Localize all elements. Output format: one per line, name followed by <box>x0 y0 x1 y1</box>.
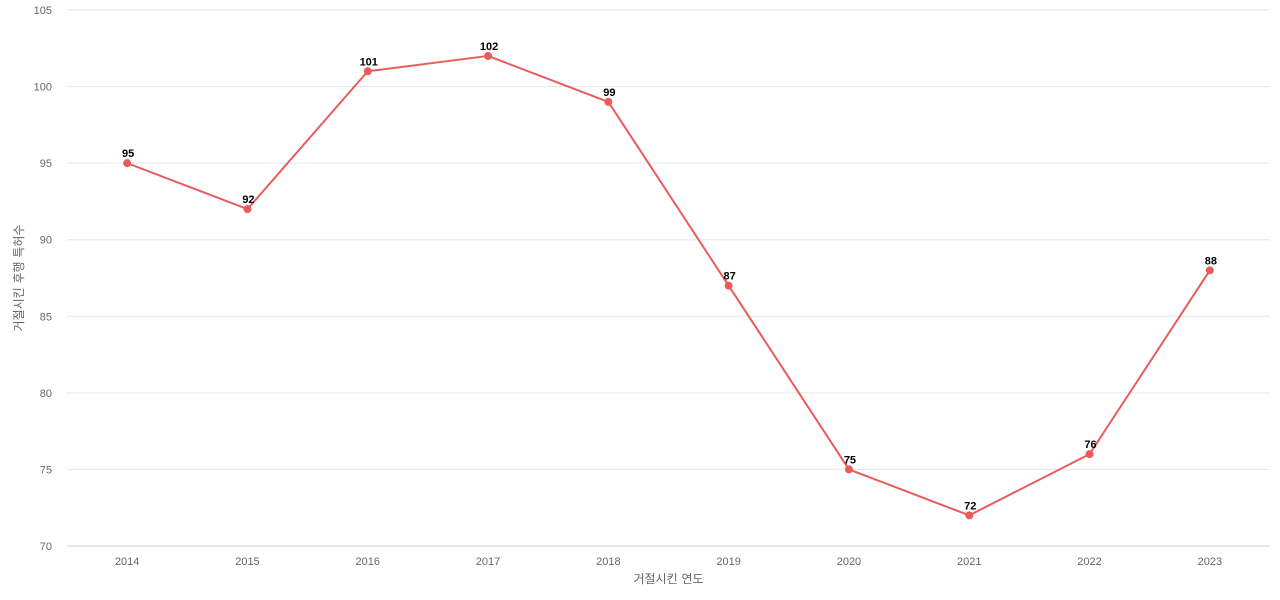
data-label: 72 <box>964 500 976 512</box>
y-tick-label: 80 <box>40 388 52 400</box>
data-point <box>1205 266 1214 275</box>
data-label: 75 <box>844 454 856 466</box>
data-point <box>484 51 493 60</box>
y-tick-label: 85 <box>40 311 52 323</box>
x-tick-label: 2020 <box>837 556 861 568</box>
series-layer <box>123 51 1214 520</box>
x-tick-label: 2019 <box>716 556 740 568</box>
x-tick-label: 2023 <box>1198 556 1222 568</box>
data-labels: 95 92 101 102 99 87 75 72 76 88 <box>122 41 1217 512</box>
y-tick-label: 70 <box>40 541 52 553</box>
x-tick-label: 2016 <box>356 556 380 568</box>
x-tick-label: 2018 <box>596 556 620 568</box>
data-point <box>123 159 132 168</box>
data-label: 95 <box>122 148 134 160</box>
data-point <box>965 511 974 520</box>
y-tick-label: 100 <box>34 82 52 94</box>
y-tick-label: 90 <box>40 235 52 247</box>
x-tick-label: 2015 <box>235 556 259 568</box>
gridlines <box>67 9 1270 547</box>
y-tick-label: 75 <box>40 464 52 476</box>
x-tick-label: 2014 <box>115 556 139 568</box>
data-label: 99 <box>603 87 615 99</box>
data-label: 76 <box>1084 439 1096 451</box>
data-point <box>363 67 372 76</box>
data-label: 88 <box>1205 255 1217 267</box>
data-label: 87 <box>724 271 736 283</box>
data-label: 92 <box>242 194 254 206</box>
x-axis-ticks: 2014 2015 2016 2017 2018 2019 2020 2021 2022 2023 <box>115 556 1222 568</box>
data-label: 101 <box>360 56 378 68</box>
series-line <box>126 54 1211 517</box>
data-point <box>243 205 252 214</box>
x-tick-label: 2022 <box>1077 556 1101 568</box>
y-axis-ticks: 70 75 80 85 90 95 100 105 <box>34 5 52 553</box>
data-point <box>844 465 853 474</box>
y-axis-title: 거절시킨 후행 특허수 <box>11 225 26 332</box>
data-point <box>1085 450 1094 459</box>
data-point <box>604 97 613 106</box>
y-tick-label: 95 <box>40 158 52 170</box>
data-point <box>724 281 733 290</box>
x-axis-title: 거절시킨 연도 <box>633 572 703 586</box>
y-tick-label: 105 <box>34 5 52 17</box>
x-tick-label: 2021 <box>957 556 981 568</box>
x-tick-label: 2017 <box>476 556 500 568</box>
data-label: 102 <box>480 41 498 53</box>
